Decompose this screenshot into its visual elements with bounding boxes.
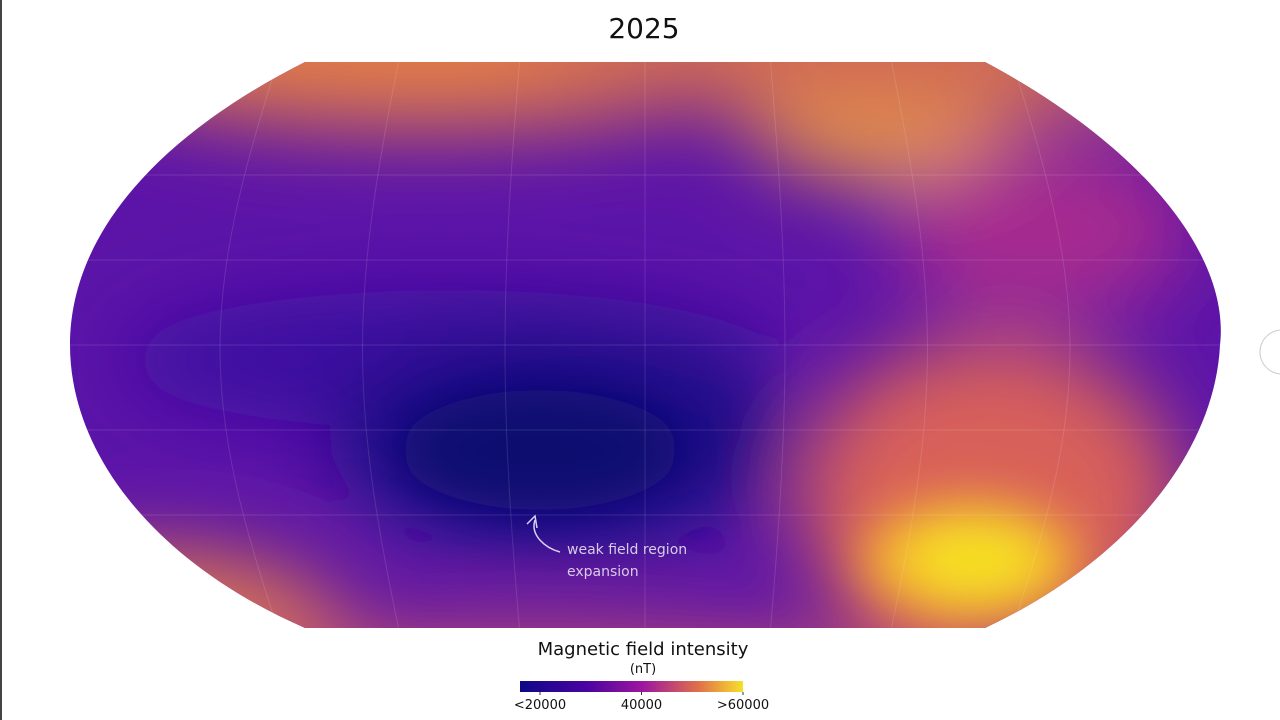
side-button[interactable] [1259, 329, 1280, 375]
legend-unit: (nT) [630, 662, 656, 677]
colorbar-tick-label: 40000 [621, 698, 662, 713]
annotation-arrowhead [526, 514, 538, 529]
annotation-line: expansion [567, 564, 639, 580]
annotation-arrow [533, 519, 561, 553]
legend-title: Magnetic field intensity [538, 639, 749, 660]
title: 2025 [608, 12, 679, 45]
annotation-line: weak field region [567, 542, 687, 558]
colorbar-tick-label: <20000 [514, 698, 566, 713]
colorbar-tick-label: >60000 [717, 698, 769, 713]
colorbar-ticks: <20000 40000 >60000 [514, 692, 769, 713]
colorbar [520, 681, 743, 692]
